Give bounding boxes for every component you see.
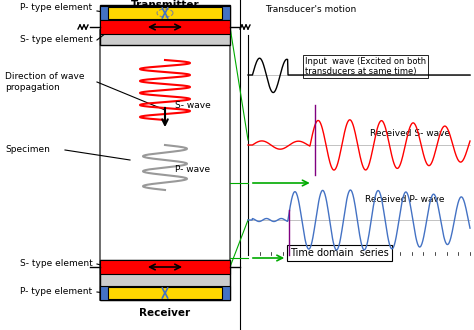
- Bar: [100, 6, 230, 20]
- Text: S- type element: S- type element: [20, 259, 93, 269]
- Text: Input  wave (Excited on both
transducers at same time): Input wave (Excited on both transducers …: [305, 57, 426, 77]
- Text: Specimen: Specimen: [5, 146, 50, 154]
- Bar: [100, 5, 230, 45]
- Text: Time domain  series: Time domain series: [290, 248, 389, 258]
- Text: P- type element: P- type element: [20, 4, 92, 13]
- Text: Received S- wave: Received S- wave: [370, 129, 450, 139]
- Text: Transmitter: Transmitter: [131, 0, 199, 10]
- Bar: [108, 287, 222, 299]
- Text: Transducer's motion: Transducer's motion: [265, 5, 356, 14]
- Bar: [108, 7, 222, 19]
- Bar: [100, 286, 230, 300]
- Bar: [100, 260, 230, 274]
- Text: P- wave: P- wave: [175, 166, 210, 175]
- Text: S- type element: S- type element: [20, 36, 93, 45]
- Text: P- type element: P- type element: [20, 287, 92, 296]
- Text: Receiver: Receiver: [139, 308, 191, 318]
- Text: Direction of wave
propagation: Direction of wave propagation: [5, 72, 84, 92]
- Bar: [100, 260, 230, 300]
- Bar: [100, 20, 230, 34]
- Text: Received P- wave: Received P- wave: [365, 195, 445, 205]
- Text: S- wave: S- wave: [175, 101, 211, 110]
